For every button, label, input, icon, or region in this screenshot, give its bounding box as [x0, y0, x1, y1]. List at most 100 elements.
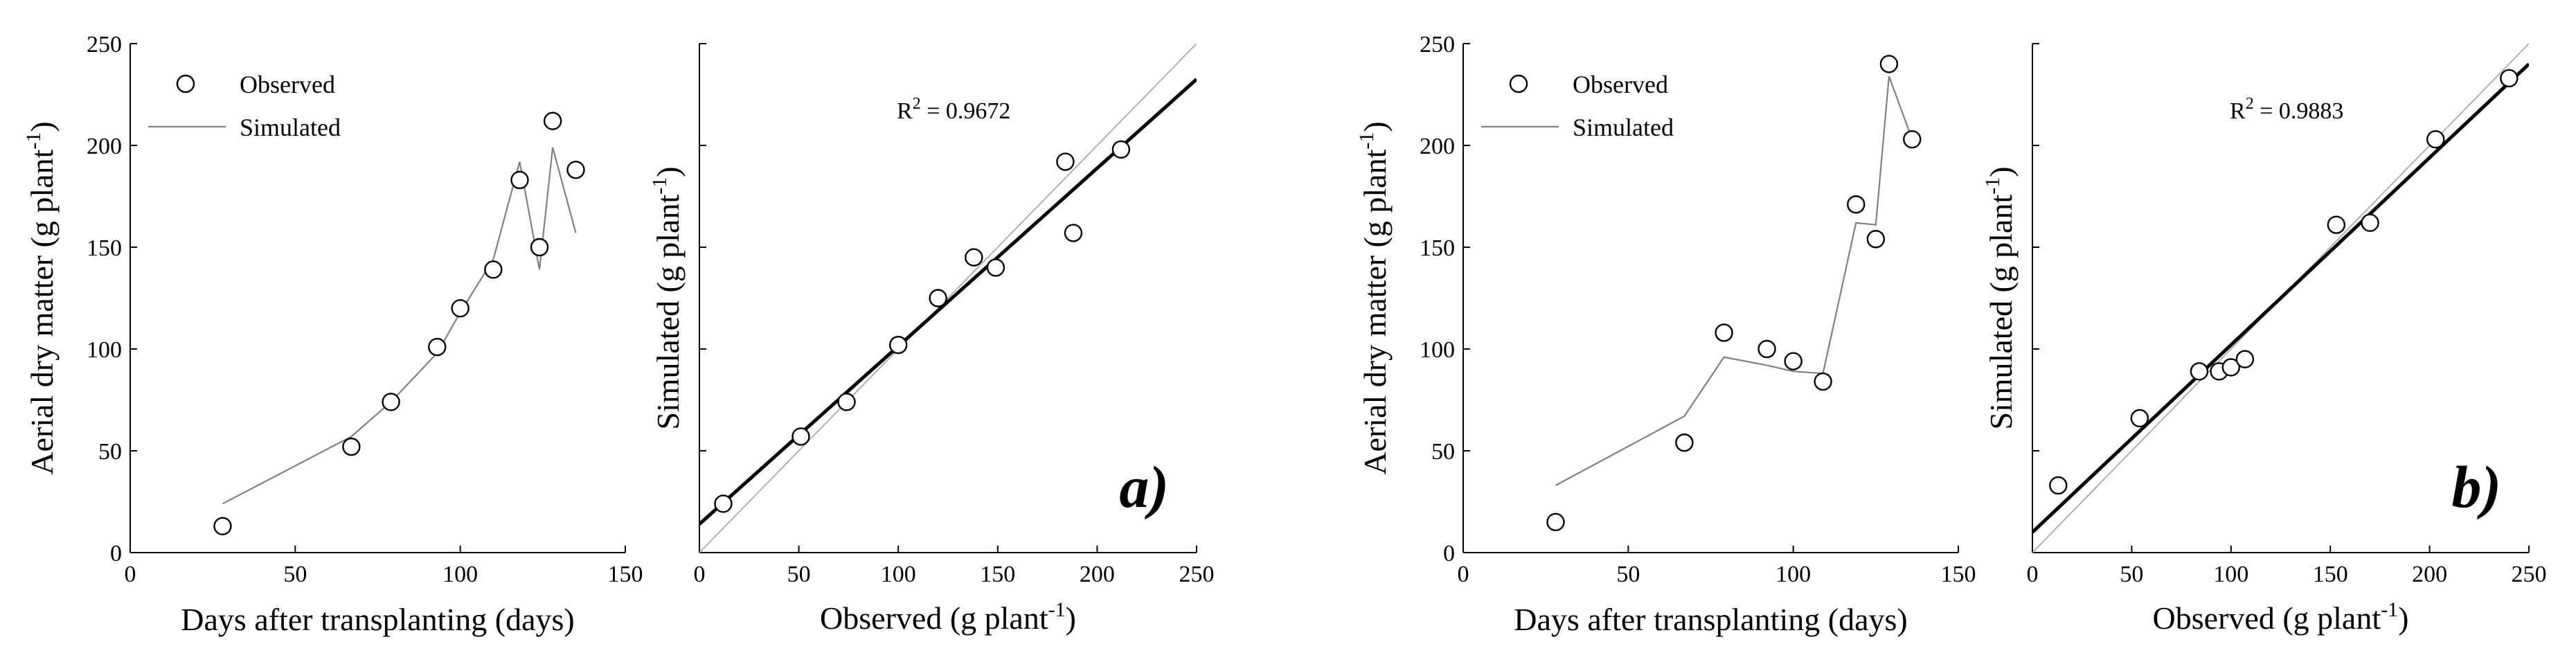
scatter-point: [2361, 213, 2379, 232]
x-axis-label: Observed (g plant-1): [2153, 598, 2409, 636]
scatter-point: [888, 335, 908, 355]
observed-point: [1866, 230, 1886, 249]
panel-letter: a): [1119, 454, 1169, 520]
x-axis-label-close: ): [1066, 600, 1076, 636]
panel-b-time-series: 0 50 100 150 0 50 100 150 200 250 Days after trans…: [1355, 32, 1976, 637]
y-axis-label: Aerial dry matter (g plant-1): [1355, 121, 1393, 474]
scatter-point: [2500, 69, 2519, 88]
observed-point: [1675, 433, 1694, 452]
observed-point: [510, 170, 529, 190]
x-tick-label: 150: [980, 562, 1015, 587]
scatter-point: [2426, 129, 2445, 149]
x-tick-label: 0: [2027, 562, 2039, 587]
x-axis-label: Days after transplanting (days): [181, 602, 574, 637]
x-axis-label-close: ): [2398, 600, 2408, 636]
observed-point: [530, 238, 549, 257]
x-tick-label: 0: [1458, 562, 1469, 587]
y-tick-label: 200: [1420, 134, 1455, 159]
y-axis-label-sup: -1: [648, 177, 671, 195]
observed-point: [1546, 512, 1565, 532]
observed-point: [1847, 195, 1866, 214]
y-axis-label-sup: -1: [1355, 132, 1378, 150]
observed-point: [1903, 129, 1922, 149]
y-axis-label: Simulated (g plant-1): [648, 166, 686, 429]
x-tick-label: 200: [2412, 562, 2447, 587]
observed-point: [1757, 339, 1776, 359]
r-squared-sup: 2: [913, 95, 921, 113]
x-axis-label: Observed (g plant-1): [820, 598, 1076, 636]
scatter-point: [2130, 409, 2149, 428]
y-tick-label: 250: [87, 32, 122, 57]
regression-line: [2032, 62, 2529, 534]
legend-observed-marker: [176, 74, 195, 93]
y-axis-label: Simulated (g plant-1): [1981, 166, 2019, 429]
scatter-point: [714, 494, 733, 513]
y-axis-label-close: ): [1357, 121, 1393, 132]
observed-point: [543, 111, 562, 130]
scatter-point: [965, 248, 983, 267]
legend-simulated-label: Simulated: [1573, 114, 1674, 141]
panel-a-time-series: 0 50 100 150 0 50 100 150 200 250 Days after trans…: [22, 32, 643, 637]
scatter-point: [1064, 224, 1083, 242]
legend-observed-marker: [1509, 74, 1528, 93]
y-axis-label-main: Simulated (g plant: [1983, 195, 2019, 430]
y-axis-label-main: Aerial dry matter (g plant: [24, 149, 60, 474]
y-tick-label: 0: [110, 541, 122, 566]
legend-observed-label: Observed: [240, 71, 335, 98]
y-axis-label-main: Aerial dry matter (g plant: [1357, 149, 1393, 474]
scatter-point: [1111, 140, 1131, 159]
y-axis-label-close: ): [650, 166, 686, 177]
y-tick-label: 100: [1420, 337, 1455, 363]
x-tick-label: 50: [283, 562, 307, 587]
scatter-point: [2190, 362, 2209, 381]
x-tick-label: 150: [1941, 562, 1976, 587]
simulated-series-line: [1555, 75, 1913, 486]
x-tick-label: 100: [442, 562, 478, 587]
x-tick-label: 0: [694, 562, 706, 587]
y-axis-label-main: Simulated (g plant: [650, 195, 686, 430]
y-tick-label: 250: [1420, 32, 1455, 57]
x-tick-label: 100: [1776, 562, 1811, 587]
observed-point: [342, 437, 361, 456]
x-axis-label-main: Observed (g plant: [2153, 600, 2381, 636]
observed-point: [213, 517, 232, 535]
x-axis-label-sup: -1: [2381, 598, 2398, 621]
x-axis-label-sup: -1: [1048, 598, 1066, 621]
x-tick-label: 50: [787, 562, 811, 587]
x-tick-label: 250: [1179, 562, 1215, 587]
r-squared-annotation: R2 = 0.9883: [2230, 95, 2343, 124]
y-axis-label-sup: -1: [22, 132, 45, 150]
legend-simulated-label: Simulated: [240, 114, 341, 141]
x-tick-label: 100: [881, 562, 916, 587]
r-squared-label: R: [897, 98, 913, 124]
r-squared-label: R: [2230, 98, 2246, 124]
y-tick-label: 50: [98, 439, 122, 465]
scatter-point: [2221, 358, 2241, 377]
x-axis-label-main: Observed (g plant: [820, 600, 1048, 636]
identity-line: [699, 44, 1197, 553]
observed-point: [1814, 372, 1832, 391]
observed-point: [566, 161, 585, 179]
r-squared-value: = 0.9883: [2254, 98, 2344, 124]
scatter-point: [2049, 476, 2068, 495]
r-squared-sup: 2: [2246, 95, 2254, 113]
x-tick-label: 150: [2313, 562, 2348, 587]
scatter-point: [2327, 215, 2346, 234]
r-squared-value: = 0.9672: [921, 98, 1011, 124]
y-tick-label: 150: [1420, 235, 1455, 261]
y-tick-label: 200: [87, 134, 122, 159]
x-tick-label: 200: [1080, 562, 1115, 587]
legend-observed-label: Observed: [1573, 71, 1668, 98]
y-tick-label: 50: [1431, 439, 1455, 465]
y-axis-label-close: ): [24, 121, 60, 132]
observed-point: [1879, 55, 1899, 73]
observed-point: [484, 260, 503, 279]
r-squared-annotation: R2 = 0.9672: [897, 95, 1010, 124]
observed-point: [382, 393, 400, 411]
x-tick-label: 50: [1616, 562, 1640, 587]
panel-letter: b): [2451, 454, 2501, 520]
y-tick-label: 100: [87, 337, 122, 363]
y-axis-label: Aerial dry matter (g plant-1): [22, 121, 60, 474]
